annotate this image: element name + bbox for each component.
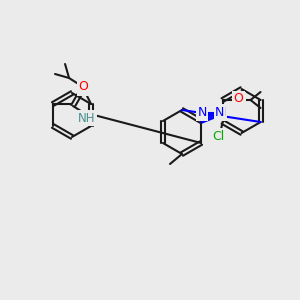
Text: O: O (235, 94, 244, 106)
Text: N: N (216, 106, 226, 119)
Text: NH: NH (78, 112, 96, 124)
Text: Cl: Cl (212, 130, 225, 142)
Text: O: O (234, 92, 244, 106)
Text: N: N (215, 106, 224, 118)
Text: O: O (78, 80, 88, 94)
Text: O: O (78, 82, 88, 94)
Text: N: N (197, 106, 207, 119)
